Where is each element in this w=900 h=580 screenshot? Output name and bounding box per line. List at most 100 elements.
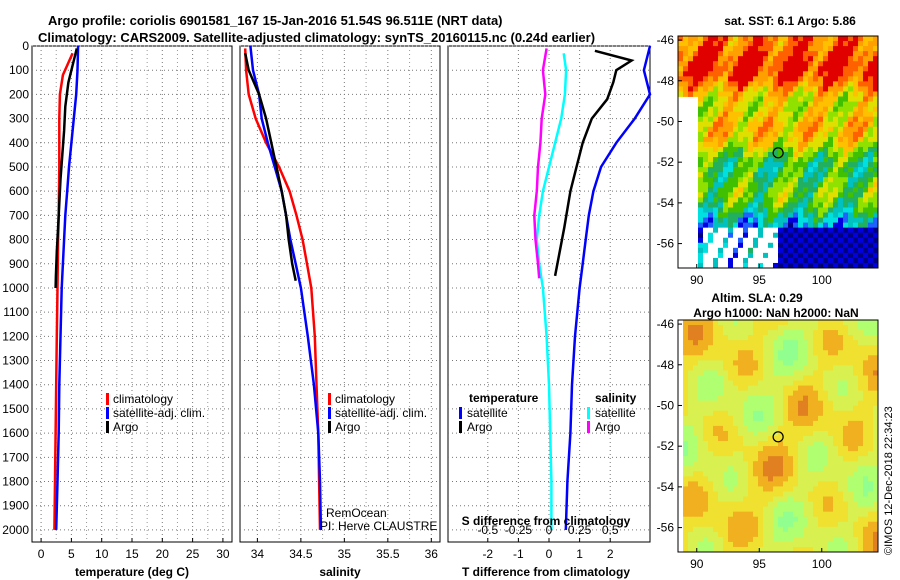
map-cell [738, 360, 744, 366]
map-cell [753, 355, 759, 361]
map-cell [758, 91, 764, 97]
map-cell [708, 212, 714, 218]
map-cell [728, 56, 734, 62]
map-cell [838, 466, 844, 472]
map-cell [833, 61, 839, 67]
map-cell [728, 325, 734, 331]
map-cell [718, 36, 724, 42]
y-tick-label: 300 [9, 112, 29, 126]
sla-map: 90 95 100-46-48-50-52-54-56 [657, 317, 879, 571]
map-cell [843, 340, 849, 346]
annotation-pi: PI: Herve CLAUSTRE [320, 519, 437, 533]
map-cell [688, 420, 694, 427]
map-cell [718, 355, 724, 361]
map-cell [853, 136, 859, 143]
map-cell [743, 172, 749, 178]
map-cell [808, 481, 814, 487]
map-cell [808, 325, 814, 331]
map-cell [753, 157, 759, 163]
map-cell [708, 526, 714, 533]
map-cell [758, 320, 764, 326]
map-cell [868, 207, 874, 213]
map-cell [828, 526, 834, 533]
map-cell [708, 355, 714, 361]
salinity-axis-label: salinity [319, 565, 361, 579]
map-cell [833, 320, 839, 326]
map-cell [788, 526, 794, 533]
map-cell [858, 126, 864, 133]
map-cell [743, 121, 749, 128]
map-cell [703, 162, 709, 168]
map-cell [868, 360, 874, 366]
map-cell [828, 380, 834, 386]
map-cell [733, 152, 739, 158]
map-cell [793, 506, 799, 513]
map-cell [723, 192, 729, 198]
map-cell [773, 71, 779, 77]
map-cell [838, 350, 844, 356]
map-cell [793, 197, 799, 203]
map-cell [738, 491, 744, 497]
map-cell [748, 187, 754, 193]
map-cell [803, 330, 809, 336]
map-cell [693, 420, 699, 427]
map-cell [828, 481, 834, 487]
map-cell [823, 51, 829, 57]
map-cell [833, 521, 839, 528]
map-cell [788, 325, 794, 331]
map-cell [848, 451, 854, 457]
map-cell [848, 491, 854, 497]
map-cell [718, 262, 724, 269]
map-cell [818, 340, 824, 346]
map-cell [723, 106, 729, 113]
map-cell [868, 511, 874, 518]
map-cell [733, 162, 739, 168]
map-cell [723, 541, 729, 548]
map-cell [828, 486, 834, 492]
map-cell [728, 227, 734, 234]
map-cell [798, 546, 804, 553]
map-cell [678, 81, 684, 87]
map-cell [708, 177, 714, 183]
map-cell [748, 66, 754, 72]
map-cell [858, 415, 864, 422]
map-cell [788, 237, 794, 244]
map-cell [688, 511, 694, 518]
map-cell [873, 76, 879, 82]
map-cell [703, 227, 709, 234]
map-cell [798, 182, 804, 188]
y-tick-label: 500 [9, 160, 29, 174]
map-cell [808, 385, 814, 392]
map-cell [683, 395, 689, 402]
map-cell [798, 325, 804, 331]
map-cell [698, 111, 704, 118]
map-cell [863, 536, 869, 543]
map-cell [873, 86, 879, 92]
map-cell [803, 531, 809, 538]
map-cell [738, 516, 744, 523]
map-cell [873, 531, 879, 538]
map-cell [833, 501, 839, 508]
y-tick-label: 100 [9, 63, 29, 77]
map-cell [873, 521, 879, 528]
map-cell [853, 390, 859, 397]
map-cell [858, 395, 864, 402]
map-cell [828, 242, 834, 249]
map-cell [703, 536, 709, 543]
map-cell [803, 526, 809, 533]
map-cell [768, 496, 774, 502]
map-cell [828, 375, 834, 381]
map-cell [778, 232, 784, 239]
map-cell [758, 101, 764, 108]
map-cell [693, 56, 699, 62]
map-cell [698, 335, 704, 341]
map-cell [743, 430, 749, 437]
map-cell [708, 320, 714, 326]
map-cell [838, 526, 844, 533]
map-cell [813, 106, 819, 113]
map-cell [728, 441, 734, 447]
map-cell [853, 400, 859, 407]
map-cell [703, 365, 709, 371]
map-cell [773, 131, 779, 138]
map-cell [813, 116, 819, 123]
